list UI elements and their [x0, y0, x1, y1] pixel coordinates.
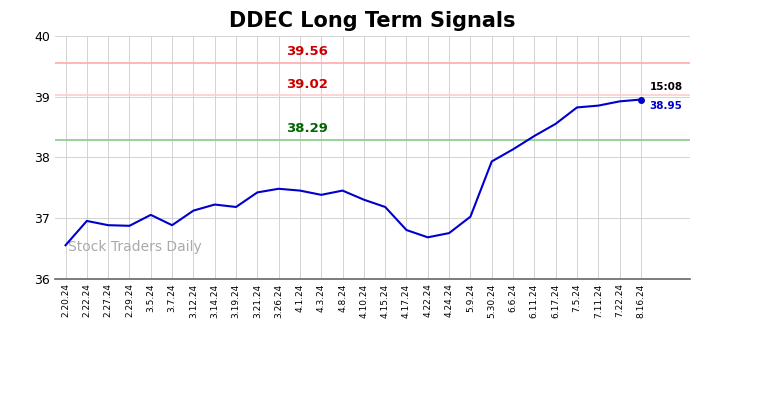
Title: DDEC Long Term Signals: DDEC Long Term Signals	[229, 12, 516, 31]
Text: 39.02: 39.02	[286, 78, 328, 91]
Text: 38.95: 38.95	[649, 101, 682, 111]
Text: 15:08: 15:08	[649, 82, 683, 92]
Text: 39.56: 39.56	[286, 45, 328, 58]
Text: Stock Traders Daily: Stock Traders Daily	[67, 240, 201, 254]
Text: 38.29: 38.29	[286, 122, 328, 135]
